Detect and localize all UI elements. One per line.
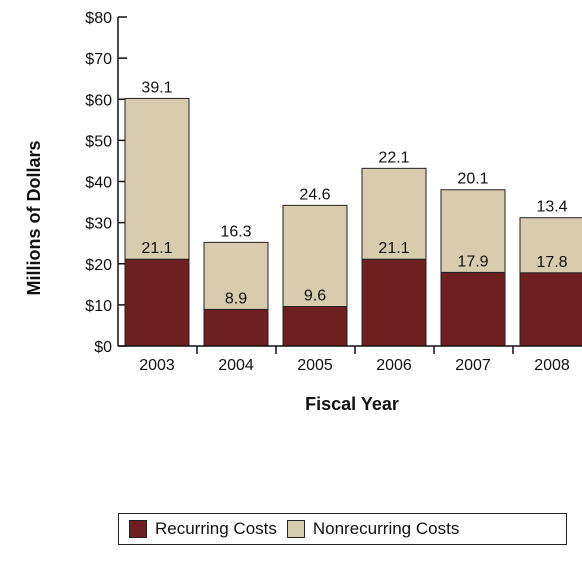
bar-nonrecurring	[519, 217, 582, 274]
x-axis-title: Fiscal Year	[305, 394, 399, 414]
bar-nonrecurring	[124, 97, 190, 260]
y-tick-label: $20	[85, 257, 112, 274]
bar-nonrecurring	[282, 204, 348, 308]
data-label-recurring: 8.9	[225, 290, 247, 307]
y-tick-label: $60	[85, 92, 112, 109]
bars	[124, 97, 582, 347]
x-tick-label: 2007	[455, 357, 491, 374]
data-label-nonrecurring: 13.4	[536, 199, 567, 216]
bar-recurring	[361, 258, 427, 347]
bar-recurring	[124, 258, 190, 347]
data-label-recurring: 21.1	[141, 240, 172, 257]
data-label-recurring: 17.9	[457, 253, 488, 270]
data-label-recurring: 17.8	[536, 254, 567, 271]
data-label-nonrecurring: 22.1	[378, 149, 409, 166]
y-tick-label: $50	[85, 133, 112, 150]
y-tick-label: $30	[85, 216, 112, 233]
y-tick-label: $10	[85, 298, 112, 315]
x-axis-ticks: 2003 2004 2005 2006 2007 2008	[139, 346, 570, 374]
y-axis-ticks: $0 $10 $20 $30 $40 $50 $60 $70 $80	[85, 10, 127, 356]
x-tick-label: 2006	[376, 357, 412, 374]
data-label-nonrecurring: 20.1	[457, 171, 488, 188]
bar-recurring	[440, 271, 506, 347]
y-axis-title: Millions of Dollars	[24, 140, 44, 295]
legend: Recurring Costs Nonrecurring Costs	[118, 513, 567, 545]
legend-swatch-recurring	[129, 520, 147, 538]
x-tick-label: 2004	[218, 357, 254, 374]
bar-recurring	[282, 306, 348, 347]
data-label-nonrecurring: 16.3	[220, 223, 251, 240]
data-label-recurring: 9.6	[304, 288, 326, 305]
bar-recurring	[519, 272, 582, 347]
bar-recurring	[203, 308, 269, 347]
legend-item-nonrecurring: Nonrecurring Costs	[277, 519, 459, 539]
legend-label-nonrecurring: Nonrecurring Costs	[312, 519, 460, 538]
legend-label-recurring: Recurring Costs	[155, 519, 277, 538]
data-label-nonrecurring: 24.6	[299, 186, 330, 203]
legend-item-recurring: Recurring Costs	[119, 519, 277, 539]
data-label-nonrecurring: 39.1	[141, 79, 172, 96]
y-tick-label: $80	[85, 10, 112, 27]
y-tick-label: $70	[85, 51, 112, 68]
legend-swatch-nonrecurring	[286, 520, 305, 538]
y-tick-label: $0	[94, 339, 112, 356]
x-tick-label: 2005	[297, 357, 333, 374]
data-labels: 21.1 39.1 8.9 16.3 9.6 24.6 21.1 22.1 17.9 20.1 17…	[141, 79, 567, 307]
x-tick-label: 2008	[534, 357, 570, 374]
data-label-recurring: 21.1	[378, 240, 409, 257]
bar-nonrecurring	[440, 189, 506, 273]
bar-nonrecurring	[361, 167, 427, 260]
y-tick-label: $40	[85, 175, 112, 192]
bar-nonrecurring	[203, 241, 269, 310]
x-tick-label: 2003	[139, 357, 175, 374]
